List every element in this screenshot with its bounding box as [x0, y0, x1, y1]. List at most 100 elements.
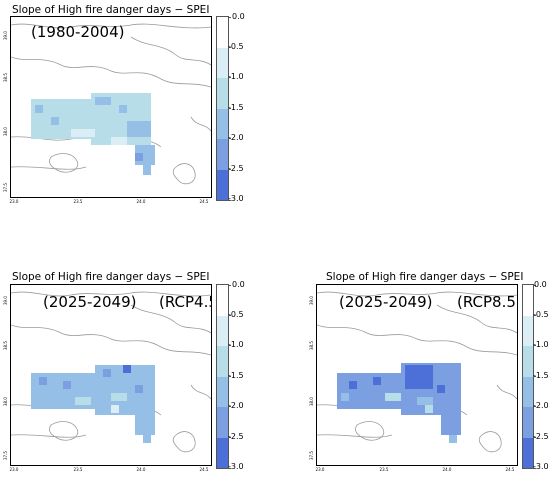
x-tick: 23.5 [379, 467, 389, 472]
colorbar-tick: -0.5 [228, 42, 244, 51]
colorbar-tick: -1.5 [533, 371, 549, 380]
fire-danger-grid [337, 363, 461, 443]
map-area: (2025-2049) (RCP4.5) [10, 284, 212, 466]
colorbar-tick-mark [228, 77, 231, 79]
colorbar-tick-mark [228, 345, 231, 347]
x-tick: 24.0 [136, 467, 146, 472]
colorbar-tick: -2.0 [533, 401, 549, 410]
panel-title: Slope of High fire danger days − SPEI [12, 271, 210, 283]
colorbar-tick-mark [228, 46, 231, 48]
colorbar-segment [217, 139, 228, 170]
colorbar-segment [217, 169, 228, 200]
coastline-map [11, 23, 211, 185]
colorbar-tick: -1.0 [228, 340, 244, 349]
colorbar-tick-mark [228, 108, 231, 109]
fire-danger-grid [31, 93, 155, 175]
colorbar-segment [217, 108, 228, 139]
colorbar-tick-mark [228, 314, 231, 316]
map-area: (2025-2049) (RCP8.5) [316, 284, 518, 466]
period-label: (2025-2049) [339, 293, 433, 311]
y-tick: 37.5 [309, 451, 314, 460]
colorbar-tick-mark [228, 467, 231, 469]
colorbar-segment [523, 315, 533, 346]
colorbar-tick: -1.0 [228, 72, 244, 81]
colorbar-tick-mark [533, 406, 536, 408]
fire-danger-grid [31, 365, 155, 443]
colorbar-segment [523, 437, 533, 468]
colorbar-tick: -3.0 [228, 462, 244, 471]
scenario-label: (RCP4.5) [159, 293, 211, 311]
colorbar-tick: -2.0 [228, 401, 244, 410]
x-tick: 24.5 [505, 467, 515, 472]
colorbar-tick: 0.0 [232, 12, 245, 21]
colorbar-segment [217, 78, 228, 109]
colorbar-tick-mark [533, 345, 536, 347]
colorbar-segment [217, 346, 228, 377]
colorbar [216, 284, 231, 469]
map-area: (1980-2004) [10, 16, 212, 198]
y-tick: 38.0 [3, 397, 8, 406]
colorbar-tick-mark [228, 16, 231, 18]
colorbar [216, 16, 231, 201]
colorbar-tick-mark [533, 284, 536, 286]
colorbar-tick-mark [228, 406, 231, 408]
colorbar-tick: -1.5 [228, 103, 244, 112]
colorbar-tick: -2.0 [228, 133, 244, 142]
colorbar-tick-mark [228, 437, 231, 438]
y-tick: 37.5 [3, 183, 8, 192]
colorbar-tick-mark [533, 314, 536, 316]
x-tick: 24.0 [442, 467, 452, 472]
colorbar-segment [217, 315, 228, 346]
colorbar-tick: -1.0 [533, 340, 549, 349]
colorbar-tick: -3.0 [228, 194, 244, 203]
x-tick: 23.0 [9, 199, 19, 204]
colorbar-tick: -0.5 [533, 310, 549, 319]
x-tick: 24.0 [136, 199, 146, 204]
y-tick: 38.5 [3, 73, 8, 82]
x-tick: 24.5 [199, 467, 209, 472]
x-tick: 23.5 [73, 467, 83, 472]
coastline-map [11, 291, 211, 453]
colorbar [522, 284, 536, 469]
colorbar-tick: -0.5 [228, 310, 244, 319]
colorbar-tick-mark [228, 376, 231, 377]
panel-title: Slope of High fire danger days − SPEI [12, 4, 210, 16]
y-tick: 38.5 [3, 341, 8, 350]
colorbar-segment [217, 285, 228, 316]
colorbar-tick-mark [533, 467, 536, 469]
colorbar-tick: 0.0 [232, 280, 245, 289]
colorbar-segment [523, 285, 533, 316]
y-tick: 38.5 [309, 341, 314, 350]
colorbar-segment [217, 407, 228, 438]
scenario-label: (RCP8.5) [457, 293, 518, 311]
y-tick: 38.0 [309, 397, 314, 406]
colorbar-tick-mark [228, 169, 231, 170]
x-tick: 24.5 [199, 199, 209, 204]
colorbar-tick-mark [533, 437, 536, 438]
colorbar-segment [217, 437, 228, 468]
y-tick: 38.0 [3, 127, 8, 136]
x-tick: 23.5 [73, 199, 83, 204]
colorbar-tick: 0.0 [534, 280, 547, 289]
y-tick: 39.0 [309, 296, 314, 305]
colorbar-tick: -2.5 [228, 432, 244, 441]
colorbar-tick-mark [228, 284, 231, 286]
colorbar-tick: -2.5 [533, 432, 549, 441]
colorbar-tick-mark [228, 138, 231, 140]
colorbar-tick-mark [228, 199, 231, 201]
colorbar-tick-mark [533, 376, 536, 377]
colorbar-segment [523, 407, 533, 438]
y-tick: 39.0 [3, 296, 8, 305]
colorbar-segment [523, 376, 533, 407]
y-tick: 37.5 [3, 451, 8, 460]
y-tick: 39.0 [3, 31, 8, 40]
colorbar-tick: -1.5 [228, 371, 244, 380]
period-label: (2025-2049) [43, 293, 137, 311]
colorbar-segment [523, 346, 533, 377]
coastline-map [317, 291, 517, 453]
colorbar-segment [217, 47, 228, 78]
colorbar-segment [217, 376, 228, 407]
colorbar-tick: -2.5 [228, 164, 244, 173]
x-tick: 23.0 [9, 467, 19, 472]
colorbar-tick: -3.0 [533, 462, 549, 471]
